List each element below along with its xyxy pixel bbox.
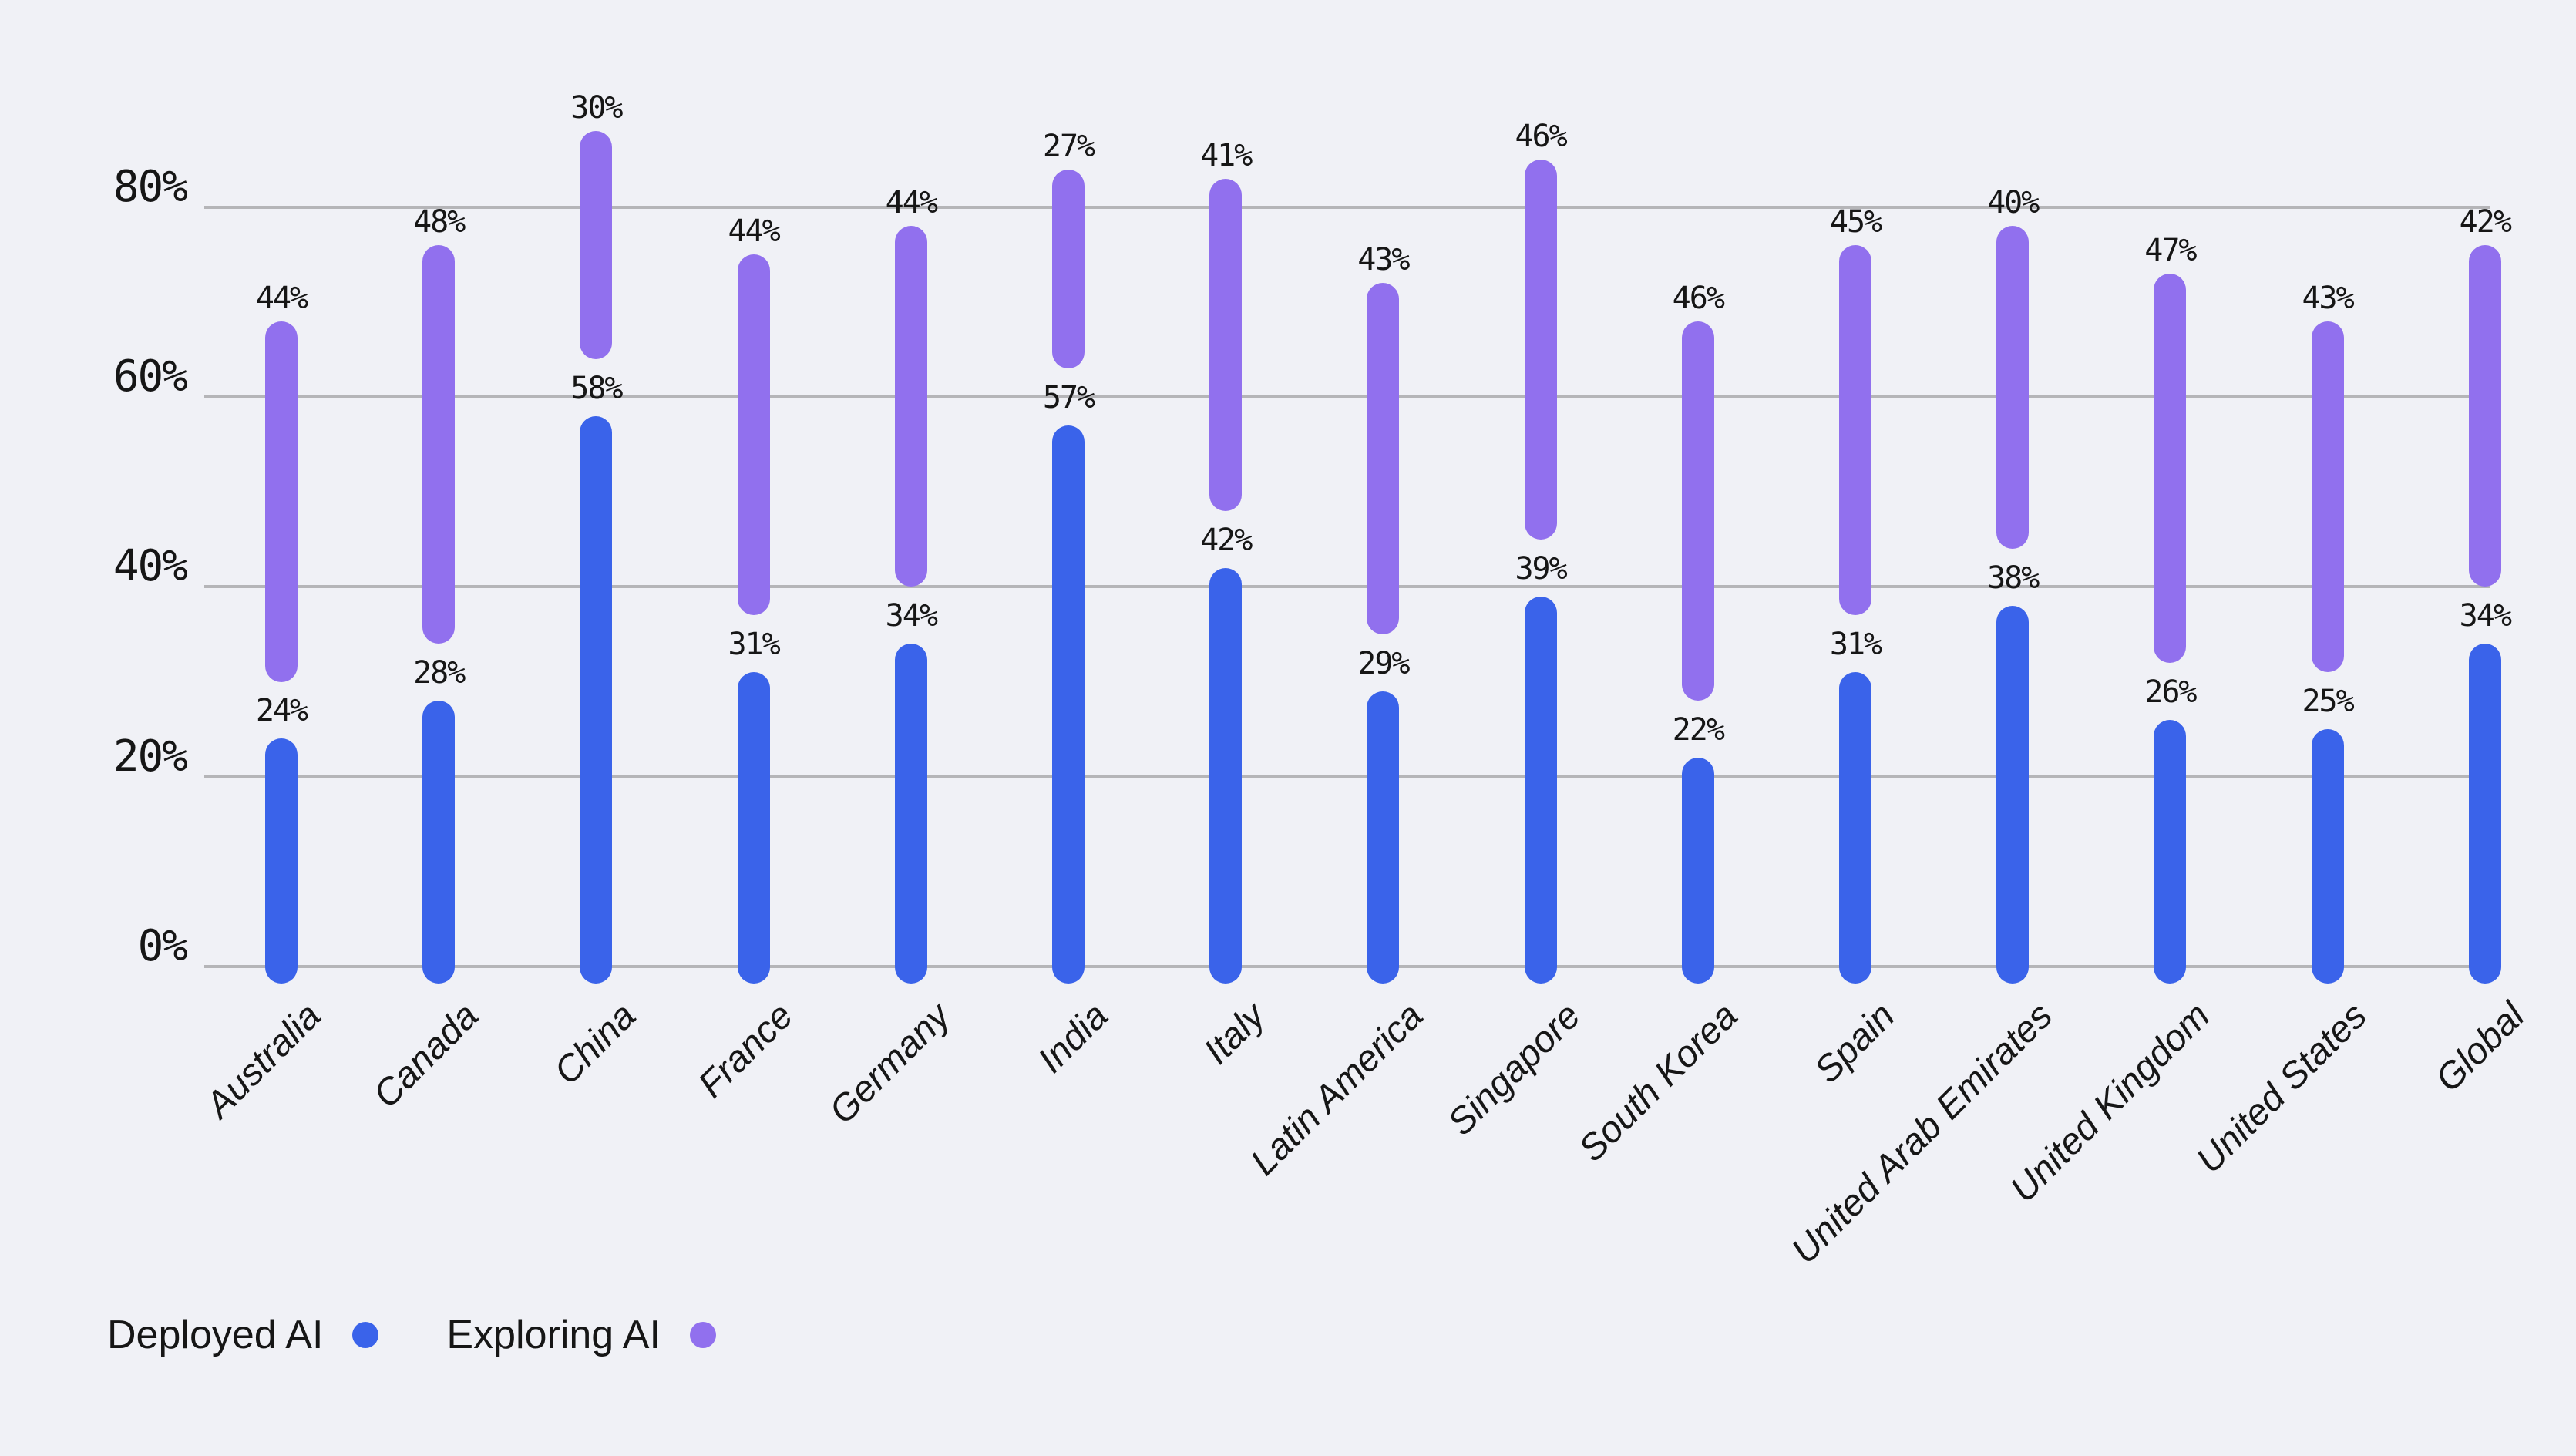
deployed-value-label: 25%	[2302, 684, 2354, 720]
exploring-value-label: 27%	[1042, 128, 1095, 164]
y-axis-tick-label: 60%	[113, 351, 188, 402]
x-axis-category-label: Australia	[198, 995, 329, 1126]
exploring-bar	[1209, 178, 1243, 511]
exploring-value-label: 44%	[255, 280, 308, 316]
exploring-value-label: 41%	[1200, 137, 1253, 173]
deployed-value-label: 58%	[570, 370, 623, 406]
exploring-bar	[1996, 226, 2030, 550]
x-axis-category-label: Germany	[822, 995, 959, 1132]
deployed-bar	[2154, 719, 2187, 984]
deployed-bar	[422, 701, 456, 984]
deployed-value-label: 38%	[1987, 560, 2040, 597]
exploring-value-label: 44%	[885, 185, 938, 221]
y-axis-tick-label: 80%	[113, 161, 188, 212]
x-axis-category-label: France	[691, 995, 802, 1106]
deployed-bar	[1996, 606, 2030, 984]
deployed-bar	[265, 738, 298, 984]
deployed-value-label: 31%	[728, 627, 780, 663]
deployed-bar	[2311, 729, 2344, 984]
deployed-value-label: 31%	[1829, 627, 1882, 663]
deployed-bar	[1367, 691, 1400, 984]
exploring-value-label: 46%	[1672, 280, 1725, 316]
deployed-bar	[1524, 596, 1557, 984]
exploring-bar	[894, 226, 927, 587]
legend-dot-icon	[352, 1322, 379, 1348]
exploring-bar	[2311, 321, 2344, 673]
exploring-value-label: 45%	[1829, 204, 1882, 240]
deployed-value-label: 57%	[1042, 380, 1095, 416]
exploring-bar	[1052, 169, 1085, 369]
x-axis-category-label: South Korea	[1571, 995, 1746, 1170]
exploring-bar	[1681, 321, 1714, 701]
x-axis-category-label: China	[546, 995, 644, 1093]
deployed-bar	[737, 672, 770, 984]
deployed-value-label: 39%	[1515, 550, 1567, 587]
deployed-bar	[1052, 425, 1085, 984]
gridline-40%	[204, 585, 2490, 589]
x-axis-category-label: Canada	[365, 995, 486, 1116]
exploring-bar	[2468, 245, 2501, 587]
deployed-value-label: 26%	[2144, 674, 2197, 710]
deployed-bar	[580, 415, 613, 984]
exploring-value-label: 43%	[1357, 242, 1410, 278]
deployed-value-label: 22%	[1672, 712, 1725, 748]
exploring-bar	[422, 245, 456, 644]
exploring-bar	[265, 321, 298, 682]
deployed-value-label: 24%	[255, 693, 308, 729]
gridline-80%	[204, 205, 2490, 209]
legend-dot-icon	[689, 1322, 716, 1348]
deployed-bar	[1839, 672, 1871, 984]
legend-item-exploring-ai[interactable]: Exploring AI	[446, 1310, 716, 1360]
exploring-bar	[580, 131, 613, 359]
deployed-value-label: 28%	[413, 655, 466, 691]
x-axis-category-label: Italy	[1196, 995, 1273, 1073]
exploring-bar	[1367, 283, 1400, 634]
deployed-value-label: 34%	[2459, 598, 2512, 634]
exploring-bar	[2154, 274, 2187, 663]
exploring-value-label: 47%	[2144, 233, 2197, 268]
x-axis-category-label: Spain	[1807, 995, 1903, 1091]
x-axis-category-label: United Arab Emirates	[1784, 995, 2060, 1273]
gridline-0%	[204, 965, 2490, 968]
exploring-value-label: 30%	[570, 90, 623, 126]
legend: Deployed AI Exploring AI	[107, 1310, 716, 1360]
deployed-value-label: 42%	[1200, 522, 1253, 558]
y-axis-tick-label: 20%	[113, 731, 188, 782]
legend-label: Exploring AI	[446, 1313, 661, 1357]
gridline-60%	[204, 395, 2490, 399]
x-axis-category-label: Global	[2427, 995, 2533, 1100]
exploring-bar	[1524, 160, 1557, 540]
deployed-bar	[894, 644, 927, 984]
x-axis-category-label: India	[1030, 995, 1116, 1081]
legend-label: Deployed AI	[107, 1313, 324, 1357]
exploring-value-label: 48%	[413, 204, 466, 240]
gridline-20%	[204, 775, 2490, 778]
exploring-value-label: 44%	[728, 214, 780, 250]
exploring-value-label: 42%	[2459, 204, 2512, 240]
deployed-bar	[1209, 567, 1243, 984]
exploring-bar	[737, 254, 770, 616]
y-axis-tick-label: 0%	[137, 921, 188, 971]
legend-item-deployed-ai[interactable]: Deployed AI	[107, 1310, 379, 1360]
deployed-bar	[1681, 758, 1714, 984]
exploring-value-label: 43%	[2302, 280, 2354, 316]
y-axis-tick-label: 40%	[113, 541, 188, 592]
exploring-bar	[1839, 245, 1871, 616]
deployed-value-label: 34%	[885, 598, 938, 634]
x-axis-category-label: Singapore	[1440, 995, 1589, 1144]
deployed-value-label: 29%	[1357, 645, 1410, 681]
exploring-value-label: 46%	[1515, 119, 1567, 155]
deployed-bar	[2468, 644, 2501, 984]
exploring-value-label: 40%	[1987, 185, 2040, 221]
